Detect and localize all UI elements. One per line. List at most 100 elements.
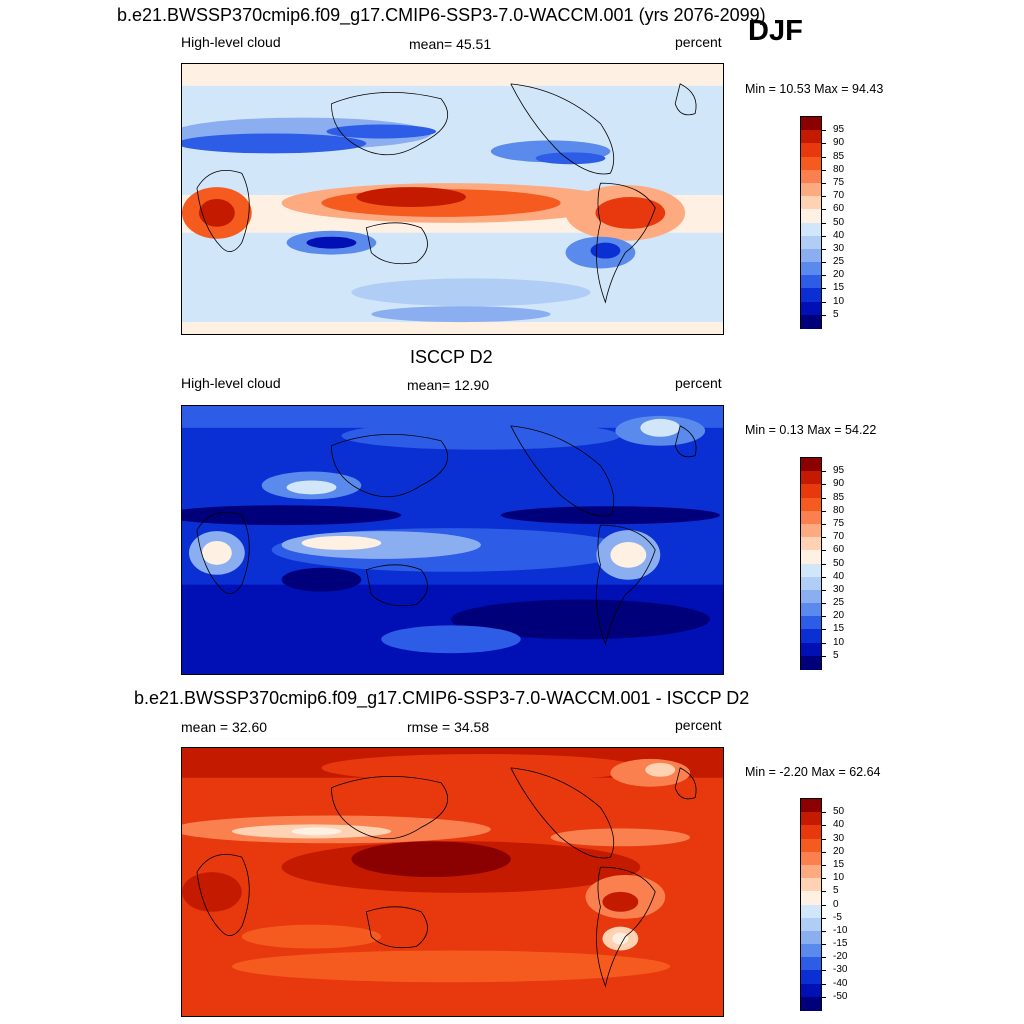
panel-3-map bbox=[181, 747, 724, 1017]
colorbar-label: 15 bbox=[833, 858, 845, 870]
colorbar-tick bbox=[822, 851, 826, 853]
colorbar-label: 25 bbox=[833, 256, 845, 268]
colorbar-swatch bbox=[801, 169, 821, 184]
colorbar-label: 80 bbox=[833, 504, 845, 516]
colorbar-tick bbox=[822, 603, 826, 605]
colorbar-label: 10 bbox=[833, 636, 845, 648]
colorbar-label: 15 bbox=[833, 282, 845, 294]
colorbar-swatch bbox=[801, 550, 821, 564]
panel-1-units: percent bbox=[675, 34, 722, 50]
colorbar-label: 70 bbox=[833, 190, 845, 202]
colorbar-label: 20 bbox=[833, 845, 845, 857]
colorbar-tick bbox=[822, 944, 826, 946]
panel-2-title: ISCCP D2 bbox=[410, 347, 493, 367]
colorbar-tick bbox=[822, 642, 826, 644]
panel-2-units: percent bbox=[675, 375, 722, 391]
colorbar-swatch bbox=[801, 262, 821, 276]
colorbar-tick bbox=[822, 864, 826, 866]
colorbar-swatch bbox=[801, 851, 821, 866]
colorbar-label: 10 bbox=[833, 872, 845, 884]
colorbar-swatch bbox=[801, 222, 821, 237]
colorbar-swatch bbox=[801, 301, 821, 316]
colorbar-label: 5 bbox=[833, 649, 839, 661]
colorbar-swatch bbox=[801, 603, 821, 617]
colorbar-swatch bbox=[801, 996, 821, 1011]
colorbar-tick bbox=[822, 484, 826, 486]
colorbar-label: 80 bbox=[833, 163, 845, 175]
panel-1-variable: High-level cloud bbox=[181, 34, 281, 50]
colorbar-tick bbox=[822, 904, 826, 906]
colorbar-swatch bbox=[801, 156, 821, 171]
colorbar-tick bbox=[822, 262, 826, 264]
colorbar-label: 85 bbox=[833, 491, 845, 503]
season-label: DJF bbox=[748, 15, 803, 47]
colorbar-swatch bbox=[801, 143, 821, 158]
panel-1-colorbar bbox=[800, 116, 822, 329]
colorbar-swatch bbox=[801, 864, 821, 879]
colorbar-label: 70 bbox=[833, 531, 845, 543]
colorbar-tick bbox=[822, 838, 826, 840]
colorbar-tick bbox=[822, 550, 826, 552]
colorbar-swatch bbox=[801, 471, 821, 485]
colorbar-label: 5 bbox=[833, 885, 839, 897]
colorbar-swatch bbox=[801, 629, 821, 644]
colorbar-tick bbox=[822, 523, 826, 525]
colorbar-swatch bbox=[801, 930, 821, 945]
colorbar-tick bbox=[822, 314, 826, 316]
colorbar-label: 25 bbox=[833, 597, 845, 609]
colorbar-tick bbox=[822, 629, 826, 631]
panel-1-mean: mean= 45.51 bbox=[409, 36, 492, 52]
colorbar-swatch bbox=[801, 563, 821, 578]
colorbar-tick bbox=[822, 156, 826, 158]
panel-2-colorbar bbox=[800, 457, 822, 670]
colorbar-swatch bbox=[801, 917, 821, 932]
colorbar-tick bbox=[822, 812, 826, 814]
colorbar-tick bbox=[822, 471, 826, 473]
colorbar-tick bbox=[822, 169, 826, 171]
colorbar-label: -30 bbox=[833, 964, 848, 976]
colorbar-swatch bbox=[801, 970, 821, 985]
panel-3-title: b.e21.BWSSP370cmip6.f09_g17.CMIP6-SSP3-7… bbox=[134, 688, 750, 708]
colorbar-label: 40 bbox=[833, 570, 845, 582]
panel-3-mean: mean = 32.60 bbox=[181, 719, 268, 735]
panel-3-colorbar bbox=[800, 798, 822, 1011]
colorbar-label: 90 bbox=[833, 478, 845, 490]
colorbar-tick bbox=[822, 878, 826, 880]
colorbar-swatch bbox=[801, 130, 821, 144]
panel-2-variable: High-level cloud bbox=[181, 375, 281, 391]
colorbar-tick bbox=[822, 196, 826, 198]
colorbar-tick bbox=[822, 130, 826, 132]
colorbar-tick bbox=[822, 970, 826, 972]
colorbar-swatch bbox=[801, 275, 821, 289]
colorbar-label: 0 bbox=[833, 898, 839, 910]
colorbar-tick bbox=[822, 288, 826, 290]
colorbar-swatch bbox=[801, 458, 821, 472]
colorbar-swatch bbox=[801, 537, 821, 551]
colorbar-swatch bbox=[801, 235, 821, 250]
colorbar-tick bbox=[822, 510, 826, 512]
colorbar-label: -15 bbox=[833, 938, 848, 950]
panel-2-map bbox=[181, 405, 724, 675]
panel-3-units: percent bbox=[675, 717, 722, 733]
colorbar-swatch bbox=[801, 891, 821, 905]
colorbar-swatch bbox=[801, 616, 821, 630]
colorbar-tick bbox=[822, 275, 826, 277]
colorbar-tick bbox=[822, 917, 826, 919]
colorbar-label: 50 bbox=[833, 216, 845, 228]
colorbar-swatch bbox=[801, 497, 821, 512]
colorbar-swatch bbox=[801, 878, 821, 892]
colorbar-swatch bbox=[801, 838, 821, 853]
colorbar-label: -5 bbox=[833, 911, 842, 923]
panel-1-minmax: Min = 10.53 Max = 94.43 bbox=[745, 82, 884, 96]
colorbar-swatch bbox=[801, 799, 821, 813]
colorbar-label: 85 bbox=[833, 150, 845, 162]
colorbar-swatch bbox=[801, 314, 821, 329]
colorbar-label: 20 bbox=[833, 269, 845, 281]
colorbar-tick bbox=[822, 983, 826, 985]
colorbar-tick bbox=[822, 301, 826, 303]
colorbar-tick bbox=[822, 143, 826, 145]
colorbar-label: 30 bbox=[833, 242, 845, 254]
colorbar-tick bbox=[822, 537, 826, 539]
colorbar-tick bbox=[822, 996, 826, 998]
colorbar-tick bbox=[822, 235, 826, 237]
